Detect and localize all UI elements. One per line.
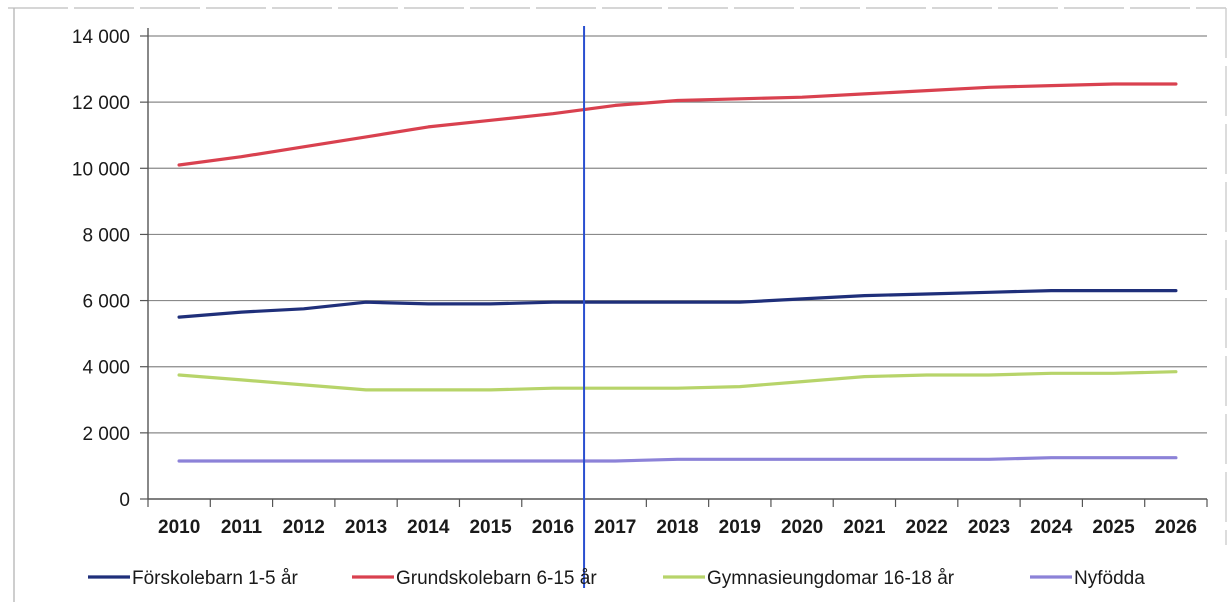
x-tick-label: 2022 — [906, 517, 948, 538]
x-tick-label: 2013 — [345, 517, 387, 538]
x-tick-label: 2010 — [158, 517, 200, 538]
y-tick-label: 10 000 — [72, 159, 130, 180]
series-lines — [177, 82, 1178, 463]
x-tick-label: 2023 — [968, 517, 1010, 538]
y-tick-label: 12 000 — [72, 93, 130, 114]
x-tick-label: 2016 — [532, 517, 574, 538]
x-tick-label: 2011 — [221, 517, 263, 538]
y-tick-label: 4 000 — [82, 358, 130, 379]
series-line — [177, 289, 1178, 319]
legend-label: Förskolebarn 1-5 år — [132, 568, 298, 589]
x-tick-label: 2017 — [594, 517, 636, 538]
x-tick-label: 2018 — [656, 517, 698, 538]
x-tick-label: 2014 — [407, 517, 450, 538]
y-tick-labels: 0 2 000 4 000 6 000 8 000 10 000 12 000 14 000 — [72, 27, 130, 511]
x-tick-label: 2025 — [1092, 517, 1135, 538]
y-tick-label: 8 000 — [82, 225, 130, 246]
y-tick-label: 2 000 — [82, 424, 130, 445]
legend-label: Grundskolebarn 6-15 år — [396, 568, 597, 589]
series-line — [177, 82, 1178, 167]
axes — [147, 28, 1208, 507]
legend-label: Gymnasieungdomar 16-18 år — [707, 568, 955, 589]
x-tick-label: 2020 — [781, 517, 823, 538]
x-tick-label: 2019 — [719, 517, 761, 538]
x-tick-label: 2015 — [469, 517, 512, 538]
legend-label: Nyfödda — [1074, 568, 1145, 589]
x-tick-label: 2021 — [843, 517, 886, 538]
y-tick-label: 0 — [119, 490, 130, 511]
x-tick-labels: 2010 2011 2012 2013 2014 2015 2016 2017 2018 2019… — [158, 517, 1197, 538]
y-tick-label: 6 000 — [82, 292, 130, 313]
gridlines — [140, 35, 1207, 500]
x-tick-label: 2026 — [1155, 517, 1197, 538]
series-line — [177, 370, 1178, 392]
x-tick-label: 2024 — [1030, 517, 1073, 538]
y-tick-label: 14 000 — [72, 27, 130, 48]
legend: Förskolebarn 1-5 år Grundskolebarn 6-15 å… — [88, 568, 1145, 589]
series-line — [177, 456, 1178, 463]
chart-frame-lines — [8, 7, 1227, 602]
x-tick-label: 2012 — [283, 517, 325, 538]
